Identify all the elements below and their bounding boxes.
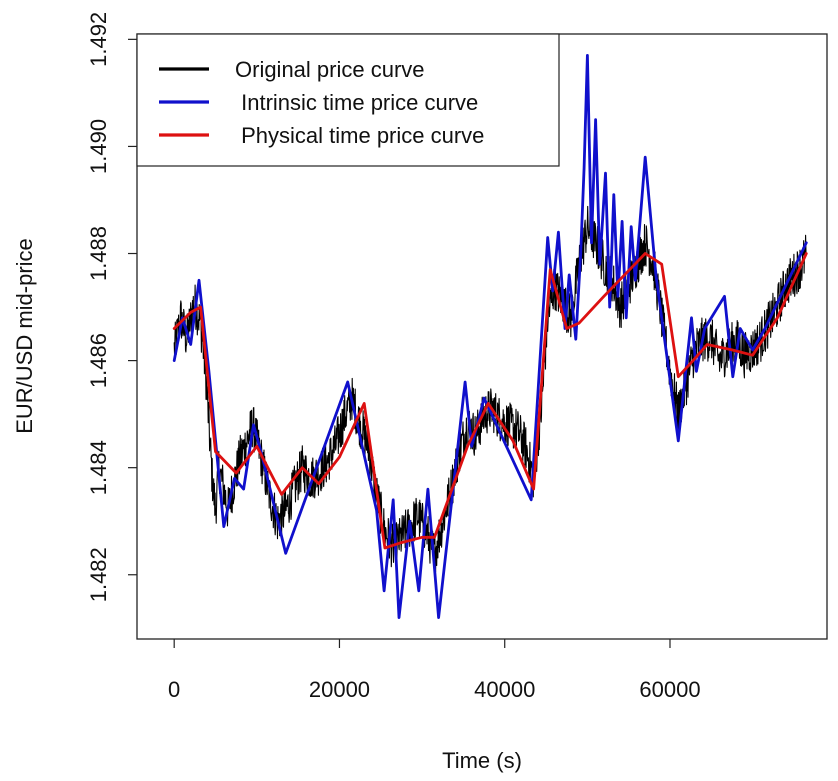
series-line-original-price-curve [173, 205, 807, 574]
y-tick-label: 1.482 [86, 547, 111, 602]
x-axis-title: Time (s) [442, 748, 522, 773]
series-layer [172, 54, 808, 619]
y-tick-label: 1.488 [86, 226, 111, 281]
x-tick-label: 20000 [309, 677, 370, 702]
x-axis: 0 20000 40000 60000 [168, 639, 701, 702]
series-line-physical-time-price-curve [172, 252, 808, 550]
y-tick-label: 1.492 [86, 12, 111, 67]
y-tick-label: 1.484 [86, 440, 111, 495]
legend-label: Original price curve [235, 57, 425, 82]
legend: Original price curve Intrinsic time pric… [136, 33, 560, 167]
y-axis-title: EUR/USD mid-price [12, 238, 37, 434]
legend-label: Physical time price curve [235, 123, 484, 148]
y-tick-label: 1.490 [86, 119, 111, 174]
y-tick-label: 1.486 [86, 333, 111, 388]
x-tick-label: 0 [168, 677, 180, 702]
x-tick-label: 40000 [474, 677, 535, 702]
x-tick-label: 60000 [639, 677, 700, 702]
legend-label: Intrinsic time price curve [235, 90, 478, 115]
series-line-intrinsic-time-price-curve [172, 54, 808, 619]
legend-box [136, 33, 560, 167]
y-axis: 1.482 1.484 1.486 1.488 1.490 1.492 [86, 12, 137, 602]
